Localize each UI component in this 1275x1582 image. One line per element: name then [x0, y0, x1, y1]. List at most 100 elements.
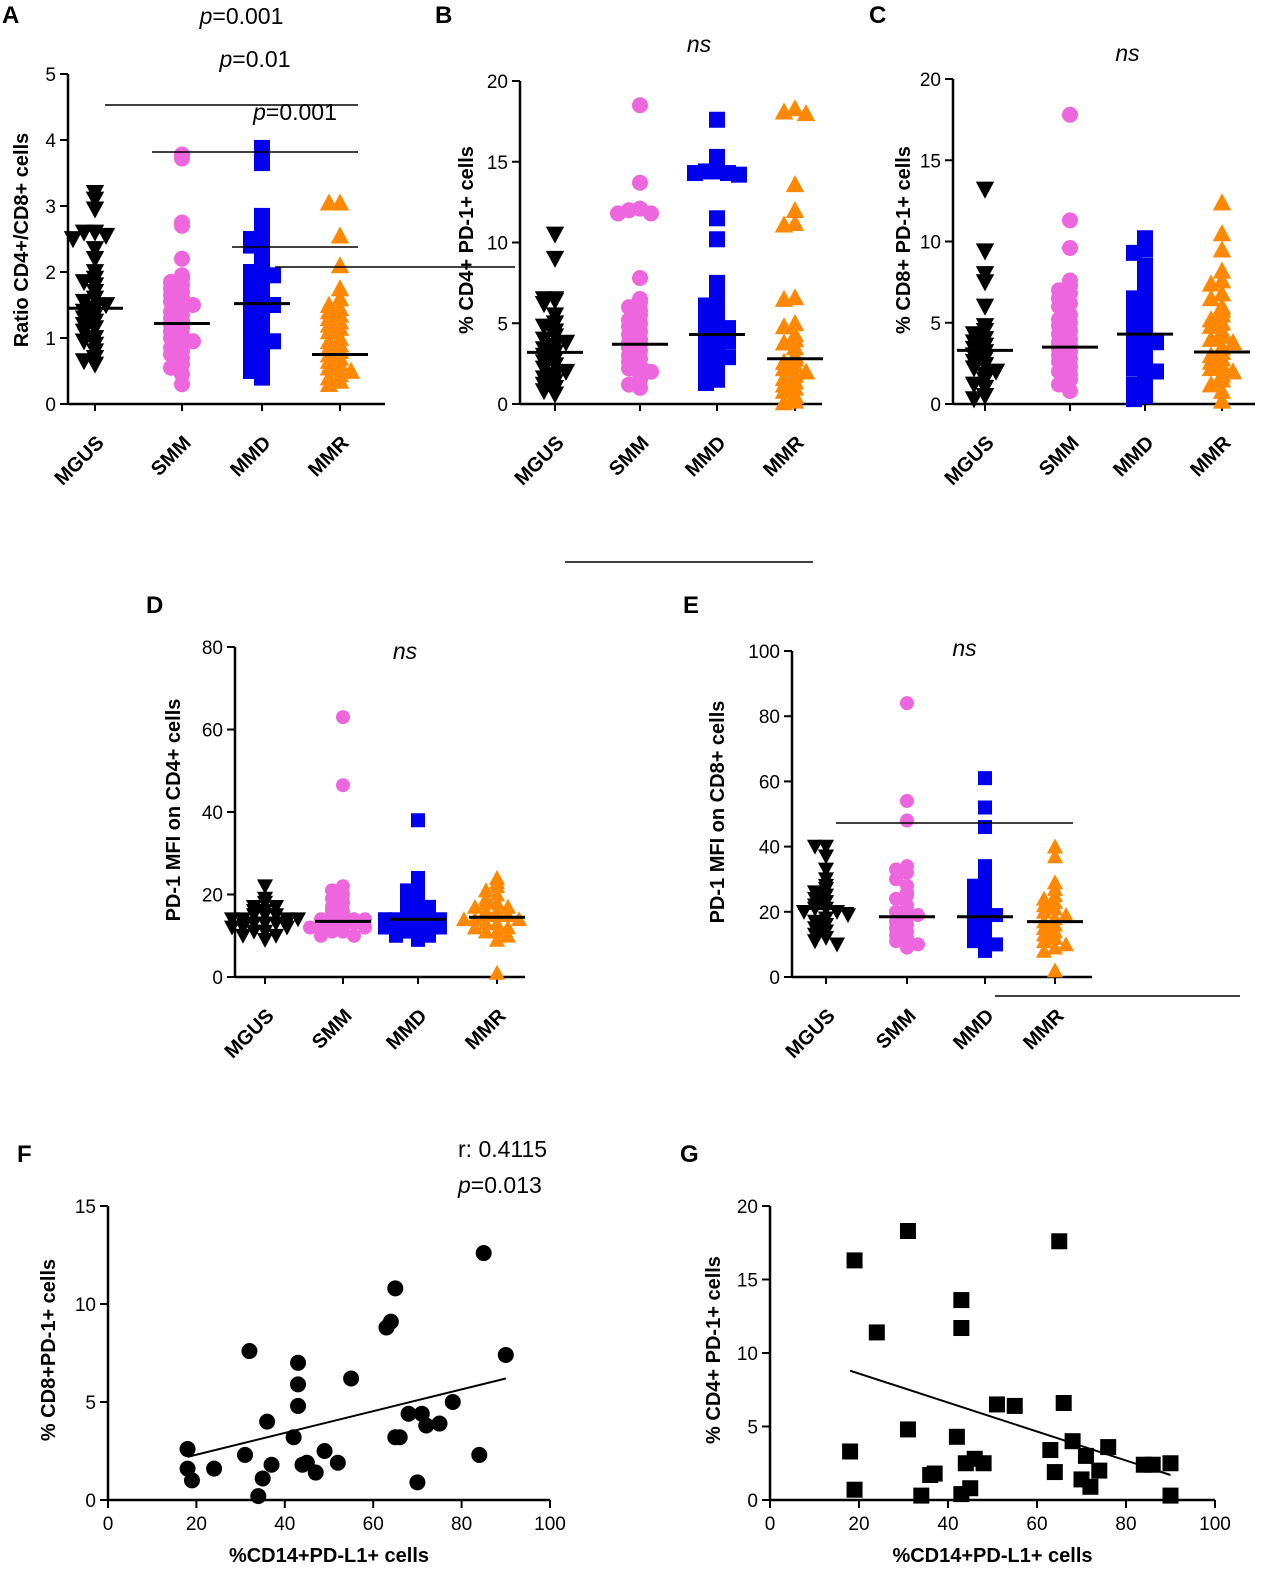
category-label: MGUS: [941, 432, 999, 490]
data-point: [1046, 962, 1064, 978]
data-point: [174, 217, 190, 234]
y-tick-label: 0: [747, 1491, 758, 1512]
data-point: [1082, 1478, 1099, 1495]
data-point: [610, 205, 626, 222]
data-point: [1077, 1447, 1094, 1464]
data-point: [899, 1222, 916, 1239]
data-point: [1046, 900, 1064, 916]
data-point: [325, 924, 339, 939]
y-tick-label: 0: [930, 395, 941, 416]
data-point: [975, 243, 995, 261]
category-label: SMM: [872, 1005, 921, 1054]
x-tick-label: 100: [534, 1514, 566, 1535]
data-point: [290, 1354, 307, 1371]
x-tick-label: 40: [937, 1514, 958, 1535]
data-point: [290, 1397, 307, 1414]
category-label: MGUS: [511, 432, 569, 490]
y-axis-title: PD-1 MFI on CD4+ cells: [163, 699, 185, 922]
data-point: [989, 937, 1003, 952]
data-point: [846, 1481, 863, 1498]
chart-panel-a: 0 1 2 3 4 5 Ratio CD4+/CD8+ cells MGUS SMM MMD MMR…: [11, 3, 385, 490]
data-point: [1212, 355, 1232, 373]
data-point: [378, 920, 392, 935]
data-point: [1212, 326, 1232, 344]
x-tick-label: 80: [1115, 1514, 1136, 1535]
y-tick-label: 3: [45, 197, 56, 218]
data-point: [774, 381, 794, 399]
data-point: [953, 1292, 970, 1309]
data-point: [1223, 333, 1243, 351]
data-point: [687, 165, 703, 182]
data-point: [1126, 391, 1142, 408]
data-point: [1062, 240, 1078, 256]
data-point: [400, 1405, 417, 1422]
data-point: [183, 1472, 200, 1489]
data-point: [477, 923, 495, 939]
data-point: [254, 369, 270, 386]
data-point: [774, 317, 794, 335]
data-point: [806, 839, 824, 855]
data-point: [455, 911, 473, 927]
data-point: [85, 250, 105, 268]
data-point: [499, 919, 517, 935]
data-point: [1035, 942, 1053, 958]
data-point: [1212, 240, 1232, 258]
data-point: [263, 1456, 280, 1473]
data-point: [1062, 383, 1078, 399]
data-point: [900, 696, 914, 711]
data-point: [698, 375, 714, 392]
data-point: [978, 800, 992, 815]
data-point: [285, 1429, 302, 1446]
category-label: MMD: [1109, 432, 1158, 481]
data-point: [234, 920, 252, 936]
data-point: [347, 928, 361, 943]
x-tick-label: 60: [1026, 1514, 1047, 1535]
data-point: [341, 361, 361, 379]
y-tick-label: 20: [202, 886, 223, 907]
data-point: [989, 908, 1003, 923]
data-point: [1212, 224, 1232, 242]
y-tick-label: 10: [737, 1344, 758, 1365]
category-label: MGUS: [221, 1005, 279, 1063]
data-point: [330, 226, 350, 244]
y-tick-label: 0: [212, 968, 223, 989]
data-point: [1046, 838, 1064, 854]
data-point: [911, 937, 925, 952]
data-point: [63, 231, 83, 249]
data-point: [978, 820, 992, 835]
data-point: [466, 898, 484, 914]
data-point: [868, 1324, 885, 1341]
data-point: [254, 214, 270, 231]
data-point: [174, 250, 190, 267]
y-axis-title: Ratio CD4+/CD8+ cells: [11, 133, 33, 348]
data-point: [643, 205, 659, 222]
data-point: [444, 1394, 461, 1410]
data-point: [967, 934, 981, 949]
category-label: MMD: [382, 1005, 431, 1054]
category-label: MMR: [461, 1005, 511, 1055]
data-point: [256, 908, 274, 924]
data-point: [632, 174, 648, 191]
y-tick-label: 2: [45, 263, 56, 284]
category-label: SMM: [605, 432, 654, 481]
data-point: [709, 210, 725, 227]
category-label: MMR: [304, 432, 354, 482]
data-point: [303, 920, 317, 935]
data-point: [250, 1488, 267, 1505]
data-point: [900, 813, 914, 828]
data-point: [975, 1455, 992, 1472]
data-point: [988, 1396, 1005, 1413]
y-axis-title: % CD4+ PD-1+ cells: [703, 1256, 725, 1444]
data-point: [497, 1346, 514, 1363]
y-tick-label: 15: [920, 151, 941, 172]
y-tick-label: 20: [487, 72, 508, 93]
data-point: [978, 859, 992, 874]
data-point: [1046, 939, 1064, 955]
y-tick-label: 5: [85, 1393, 96, 1414]
data-point: [330, 279, 350, 297]
data-point: [1035, 903, 1053, 919]
data-point: [774, 289, 794, 307]
x-tick-label: 100: [1199, 1514, 1231, 1535]
category-label: MMD: [949, 1005, 998, 1054]
x-tick-label: 20: [848, 1514, 869, 1535]
